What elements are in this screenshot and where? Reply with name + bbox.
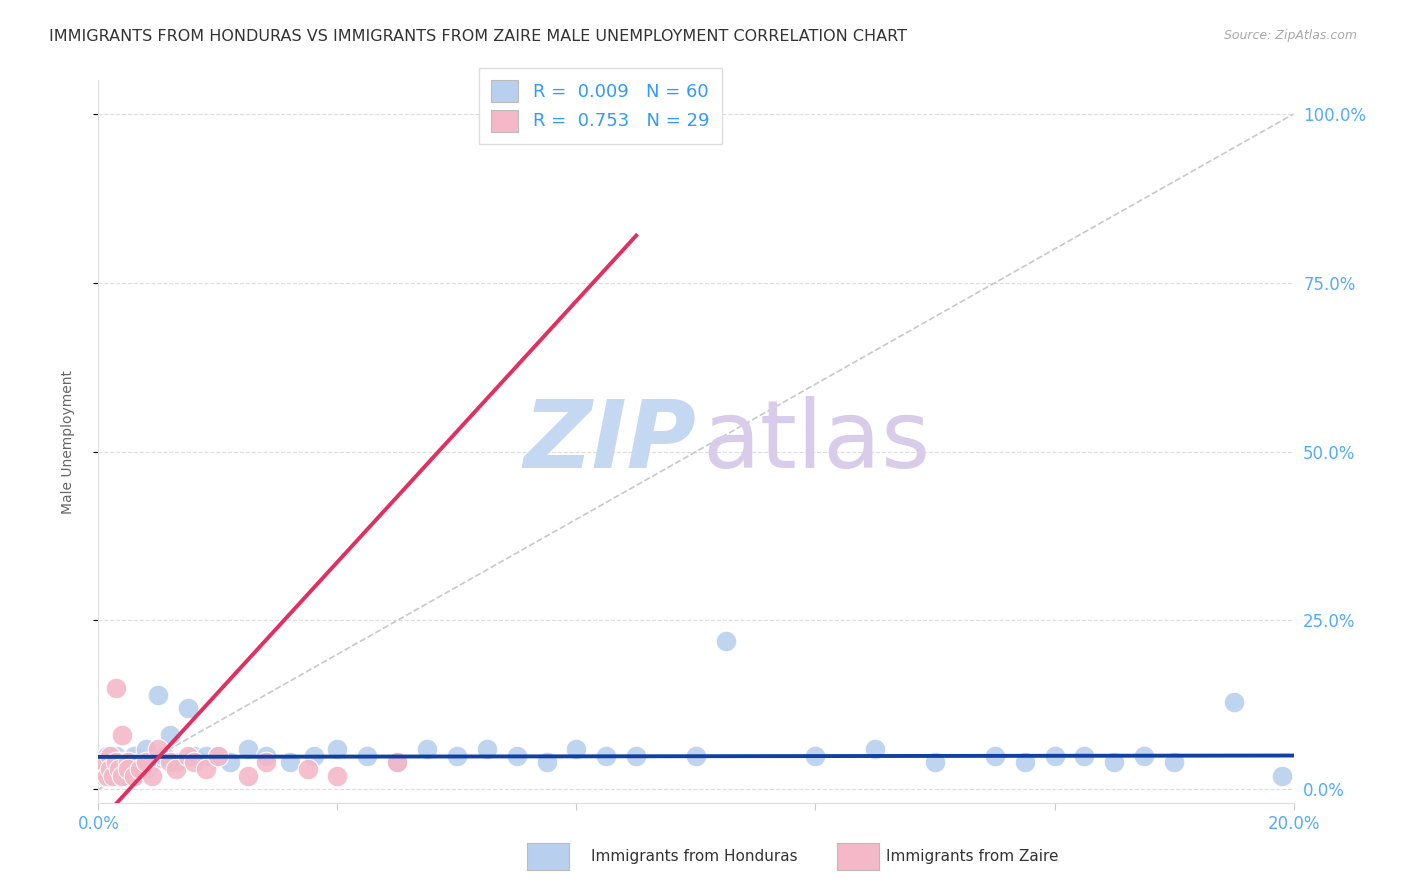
Text: IMMIGRANTS FROM HONDURAS VS IMMIGRANTS FROM ZAIRE MALE UNEMPLOYMENT CORRELATION : IMMIGRANTS FROM HONDURAS VS IMMIGRANTS F… (49, 29, 907, 44)
Point (117, 762, 139, 776)
Point (165, 756, 187, 770)
Point (714, 633, 737, 648)
Y-axis label: Male Unemployment: Male Unemployment (60, 369, 75, 514)
Point (111, 728, 134, 742)
Point (108, 769, 131, 783)
Point (98, 769, 122, 783)
Point (96, 748, 118, 763)
Point (93, 756, 115, 770)
Point (446, 748, 468, 763)
Point (124, 769, 146, 783)
Point (98, 748, 122, 763)
Point (1163, 756, 1185, 770)
Point (326, 741, 349, 756)
Point (105, 748, 128, 763)
Point (595, 748, 617, 763)
Text: Immigrants from Honduras: Immigrants from Honduras (591, 849, 797, 863)
Point (96, 769, 118, 783)
Point (141, 769, 163, 783)
Point (177, 701, 200, 715)
Text: ZIP: ZIP (523, 395, 696, 488)
Point (177, 748, 200, 763)
Point (90, 762, 112, 776)
Point (1133, 748, 1156, 763)
Point (565, 741, 588, 756)
Point (111, 756, 134, 770)
Point (195, 748, 218, 763)
Point (98, 762, 122, 776)
Point (153, 748, 176, 763)
Text: Source: ZipAtlas.com: Source: ZipAtlas.com (1223, 29, 1357, 42)
Point (1014, 756, 1036, 770)
Point (135, 762, 157, 776)
Point (117, 756, 139, 770)
Legend: R =  0.009   N = 60, R =  0.753   N = 29: R = 0.009 N = 60, R = 0.753 N = 29 (478, 68, 723, 145)
Point (207, 748, 229, 763)
Point (111, 762, 134, 776)
Point (356, 748, 378, 763)
Point (111, 769, 134, 783)
Point (416, 741, 439, 756)
Point (103, 756, 125, 770)
Point (475, 741, 498, 756)
Point (385, 756, 409, 770)
Point (159, 728, 181, 742)
Point (207, 748, 229, 763)
Point (385, 756, 409, 770)
Point (114, 769, 136, 783)
Point (626, 748, 648, 763)
Point (254, 756, 277, 770)
Point (117, 762, 139, 776)
Point (506, 748, 529, 763)
Point (135, 741, 157, 756)
Point (984, 748, 1007, 763)
Point (302, 748, 325, 763)
Point (1271, 769, 1294, 783)
Point (93, 756, 115, 770)
Text: Immigrants from Zaire: Immigrants from Zaire (886, 849, 1059, 863)
Point (148, 741, 170, 756)
Point (183, 748, 205, 763)
Point (98, 762, 122, 776)
Point (297, 762, 319, 776)
Point (236, 741, 259, 756)
Point (93, 769, 115, 783)
Point (129, 762, 152, 776)
Point (141, 756, 163, 770)
Point (236, 769, 259, 783)
Point (804, 748, 827, 763)
Point (117, 756, 139, 770)
Point (129, 756, 152, 770)
Point (159, 756, 181, 770)
Point (278, 756, 301, 770)
Point (124, 748, 146, 763)
Point (105, 762, 128, 776)
Point (1043, 748, 1066, 763)
Point (924, 756, 946, 770)
Point (865, 741, 887, 756)
Point (1104, 756, 1126, 770)
Point (124, 769, 146, 783)
Point (1223, 694, 1246, 708)
Point (1073, 748, 1095, 763)
Point (108, 762, 131, 776)
Point (165, 762, 187, 776)
Point (135, 756, 157, 770)
Point (685, 748, 707, 763)
Text: atlas: atlas (702, 395, 931, 488)
Point (536, 756, 558, 770)
Point (90, 762, 112, 776)
Point (254, 748, 277, 763)
Point (129, 762, 152, 776)
Point (219, 756, 242, 770)
Point (183, 756, 205, 770)
Point (103, 769, 125, 783)
Point (326, 769, 349, 783)
Point (105, 756, 128, 770)
Point (195, 762, 218, 776)
Point (148, 688, 170, 702)
Point (105, 681, 128, 695)
